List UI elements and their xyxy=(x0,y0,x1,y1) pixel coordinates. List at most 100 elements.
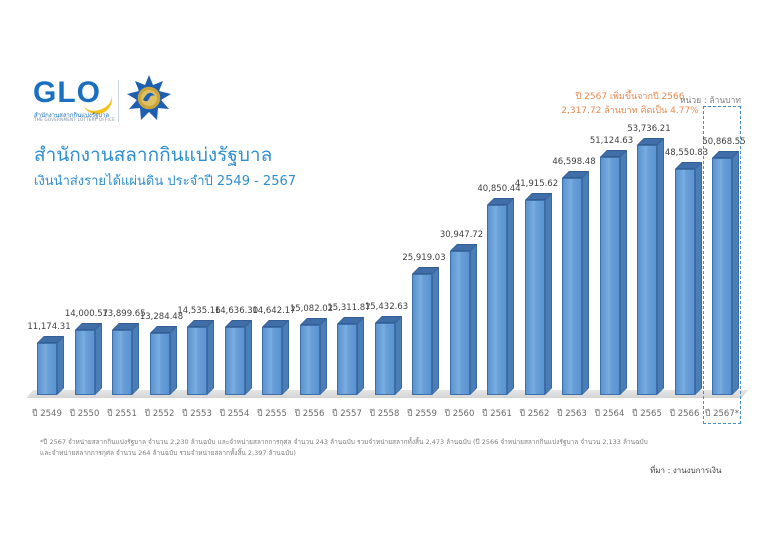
x-axis-label: ปี 2559 xyxy=(407,409,437,419)
glo-logo: GLO xyxy=(33,78,101,108)
bar-side xyxy=(507,198,514,395)
x-axis-label: ปี 2555 xyxy=(257,409,287,419)
bar-front xyxy=(224,327,245,395)
bar-side xyxy=(582,171,589,395)
bar-side xyxy=(169,326,177,395)
bar xyxy=(74,323,102,395)
bar-front xyxy=(412,274,432,395)
chart-subtitle: เงินนำส่งรายได้แผ่นดิน ประจำปี 2549 - 25… xyxy=(34,174,297,189)
bar xyxy=(524,193,552,395)
bar-side xyxy=(394,316,402,395)
bar-side xyxy=(57,336,64,395)
increase-note-line1: ปี 2567 เพิ่มขึ้นจากปี 2566 xyxy=(575,92,685,102)
bar-side xyxy=(207,320,214,395)
x-axis-label: ปี 2562 xyxy=(519,409,550,419)
bar-side xyxy=(132,323,139,395)
bar xyxy=(337,317,364,395)
logo-subtitle-thai: สำนักงานสลากกินแบ่งรัฐบาล xyxy=(34,112,110,119)
bar xyxy=(299,318,327,395)
bar xyxy=(149,326,177,395)
bar xyxy=(224,320,252,395)
bar-side xyxy=(282,320,289,395)
bar-side xyxy=(657,138,664,395)
bar xyxy=(112,323,139,395)
bar-side xyxy=(619,150,627,395)
bar-value-label: 11,174.31 xyxy=(27,322,71,332)
bar xyxy=(674,162,702,395)
bar-value-label: 40,850.44 xyxy=(477,184,521,194)
footnote-line2: และจำหน่ายสลากการกุศล จำนวน 264 ล้านฉบับ… xyxy=(40,449,296,457)
bar-front xyxy=(112,330,132,395)
x-axis-label: ปี 2550 xyxy=(69,409,100,419)
bar xyxy=(562,171,589,395)
bar-value-label: 14,642.17 xyxy=(252,306,296,316)
page-title: สำนักงานสลากกินแบ่งรัฐบาล xyxy=(34,144,273,166)
bar-front xyxy=(637,145,657,395)
x-axis-label: ปี 2556 xyxy=(294,409,325,419)
bar-value-label: 41,915.62 xyxy=(514,179,559,189)
x-axis-label: ปี 2551 xyxy=(107,409,137,419)
x-axis-label: ปี 2567* xyxy=(705,409,739,419)
bar-value-label: 51,124.63 xyxy=(589,136,634,146)
bar-front xyxy=(187,327,207,395)
bar-side xyxy=(244,320,252,395)
bar-side xyxy=(94,323,102,395)
bar-value-label: 14,000.57 xyxy=(64,309,109,319)
bar-side xyxy=(469,244,477,395)
bar xyxy=(637,138,664,395)
highlight-2567-box xyxy=(703,106,741,424)
bar-value-label: 15,311.87 xyxy=(327,303,371,313)
bar xyxy=(712,151,739,395)
bar-side xyxy=(357,317,364,395)
x-axis-label: ปี 2557 xyxy=(332,409,362,419)
bar-front xyxy=(262,327,282,395)
source-note: ที่มา : งานงบการเงิน xyxy=(650,466,722,475)
bar-front xyxy=(74,330,95,395)
x-axis-label: ปี 2554 xyxy=(219,409,250,419)
bar xyxy=(412,267,439,395)
bar-front xyxy=(299,325,320,395)
bar-front xyxy=(712,158,732,395)
bar xyxy=(449,244,477,395)
bar-front xyxy=(149,333,170,395)
bar-front xyxy=(337,324,357,395)
emblem-icon xyxy=(127,75,171,120)
bar-value-label: 25,919.03 xyxy=(402,253,446,263)
bar-front xyxy=(674,169,695,395)
x-axis-label: ปี 2560 xyxy=(444,409,475,419)
x-axis-label: ปี 2565 xyxy=(632,409,662,419)
bar-value-label: 14,535.16 xyxy=(177,306,221,316)
bar-front xyxy=(524,200,545,395)
x-axis-label: ปี 2561 xyxy=(482,409,512,419)
x-axis-label: ปี 2566 xyxy=(669,409,700,419)
unit-label: หน่วย : ล้านบาท xyxy=(680,96,741,106)
bar-front xyxy=(449,251,470,395)
x-axis-label: ปี 2552 xyxy=(144,409,175,419)
bar-value-label: 15,432.63 xyxy=(364,302,409,312)
bar-side xyxy=(319,318,327,395)
bar-value-label: 13,899.65 xyxy=(102,309,146,319)
bar xyxy=(262,320,289,395)
bar-value-label: 50,868.55 xyxy=(702,137,746,147)
bar-value-label: 30,947.72 xyxy=(439,230,484,240)
x-axis-label: ปี 2558 xyxy=(369,409,400,419)
bar xyxy=(37,336,64,395)
bar-value-label: 14,636.30 xyxy=(214,306,259,316)
bar-front xyxy=(37,343,57,395)
bar-side xyxy=(544,193,552,395)
bar-side xyxy=(694,162,702,395)
bar-value-label: 46,598.48 xyxy=(552,157,596,167)
bar-side xyxy=(432,267,439,395)
x-axis-label: ปี 2564 xyxy=(594,409,625,419)
bar-front xyxy=(487,205,507,395)
x-axis-label: ปี 2563 xyxy=(557,409,587,419)
x-axis-label: ปี 2553 xyxy=(182,409,212,419)
bar-front xyxy=(599,157,620,395)
bar-side xyxy=(732,151,739,395)
bar xyxy=(374,316,402,395)
bar-value-label: 15,082.02 xyxy=(289,304,334,314)
bar-value-label: 13,284.48 xyxy=(139,312,184,322)
increase-note-line2: 2,317.72 ล้านบาท คิดเป็น 4.77% xyxy=(561,106,699,116)
bar-value-label: 53,736.21 xyxy=(627,124,671,134)
bar xyxy=(599,150,627,395)
